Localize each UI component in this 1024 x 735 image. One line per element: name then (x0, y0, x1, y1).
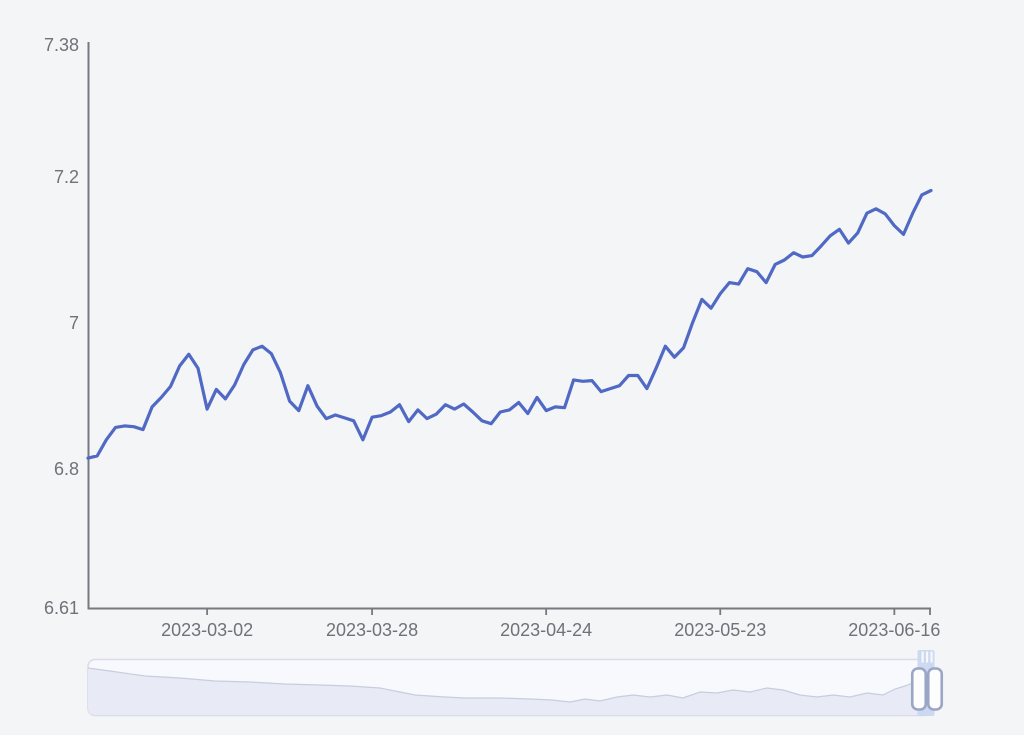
datazoom-handle-left[interactable] (910, 667, 928, 711)
y-axis-label: 6.8 (53, 459, 79, 480)
y-axis-label: 7.38 (43, 35, 79, 55)
x-axis-label: 2023-03-02 (161, 620, 254, 640)
datazoom-window-grip (921, 651, 924, 663)
datazoom-shadow-line (88, 667, 931, 703)
y-axis-label: 7 (68, 312, 79, 333)
datazoom-window-grip (926, 651, 929, 663)
datazoom-handle-right[interactable] (926, 667, 944, 711)
x-axis-label: 2023-04-24 (500, 620, 593, 640)
plot-area[interactable] (88, 35, 931, 608)
datazoom-window-grip (930, 651, 933, 663)
y-axis-label: 6.61 (43, 598, 79, 618)
x-axis-label: 2023-05-23 (674, 620, 767, 640)
x-axis-label: 2023-03-28 (326, 620, 419, 640)
x-axis-label: 2023-06-16 (848, 620, 941, 640)
y-axis-label: 7.2 (53, 166, 79, 187)
series-line (86, 188, 933, 460)
datazoom-shadow (88, 668, 931, 715)
axis-lines (87, 42, 931, 610)
